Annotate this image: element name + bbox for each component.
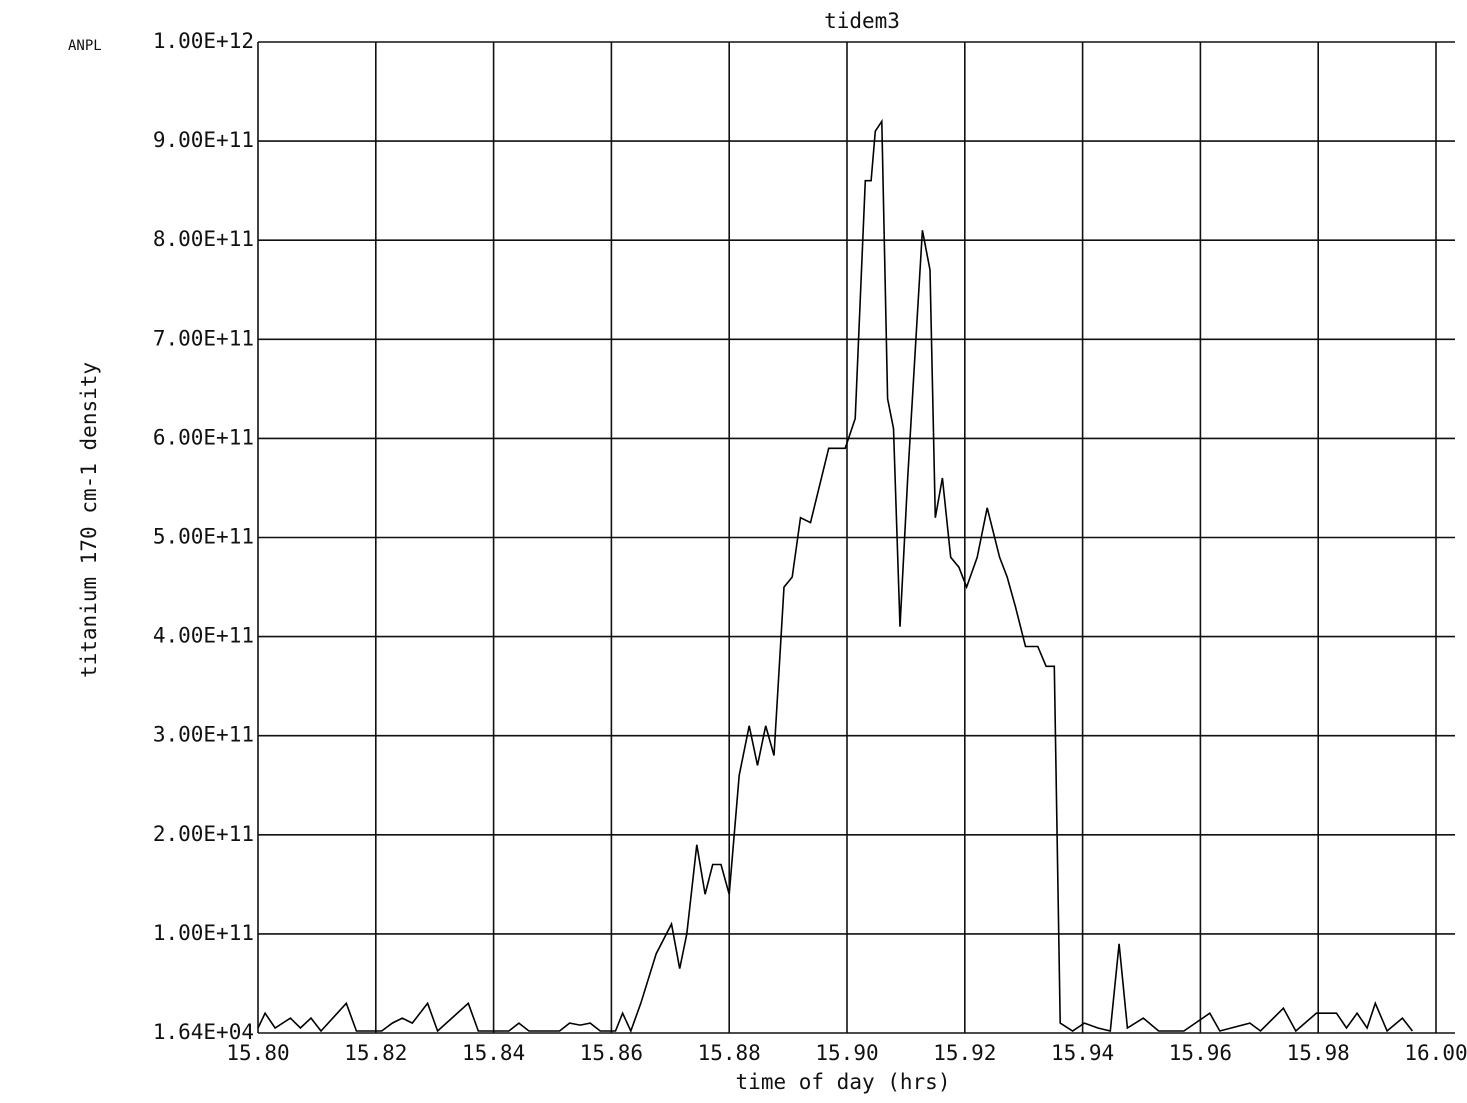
y-tick-label: 4.00E+11 xyxy=(153,624,254,648)
y-tick-label: 3.00E+11 xyxy=(153,723,254,747)
x-tick-label: 15.92 xyxy=(933,1041,996,1065)
y-tick-label: 2.00E+11 xyxy=(153,822,254,846)
x-tick-label: 15.88 xyxy=(698,1041,761,1065)
x-tick-label: 15.96 xyxy=(1169,1041,1232,1065)
x-tick-label: 15.80 xyxy=(226,1041,289,1065)
y-tick-label: 1.64E+04 xyxy=(153,1020,254,1044)
y-tick-label: 8.00E+11 xyxy=(153,227,254,251)
x-tick-label: 15.86 xyxy=(580,1041,643,1065)
x-tick-label: 15.94 xyxy=(1051,1041,1114,1065)
x-tick-label: 15.82 xyxy=(344,1041,407,1065)
x-tick-label: 15.98 xyxy=(1287,1041,1350,1065)
x-tick-label: 15.84 xyxy=(462,1041,525,1065)
y-tick-label: 1.00E+11 xyxy=(153,921,254,945)
x-tick-label: 16.00 xyxy=(1404,1041,1467,1065)
y-tick-label: 9.00E+11 xyxy=(153,128,254,152)
annotation: ANPL xyxy=(68,38,102,54)
y-tick-label: 6.00E+11 xyxy=(153,425,254,449)
x-tick-label: 15.90 xyxy=(815,1041,878,1065)
y-tick-label: 1.00E+12 xyxy=(153,29,254,53)
y-tick-label: 7.00E+11 xyxy=(153,326,254,350)
chart-title: tidem3 xyxy=(824,9,900,33)
x-axis-label: time of day (hrs) xyxy=(736,1070,951,1094)
y-axis-label: titanium 170 cm-1 density xyxy=(77,362,101,678)
data-line xyxy=(257,118,1414,1034)
y-tick-label: 5.00E+11 xyxy=(153,525,254,549)
